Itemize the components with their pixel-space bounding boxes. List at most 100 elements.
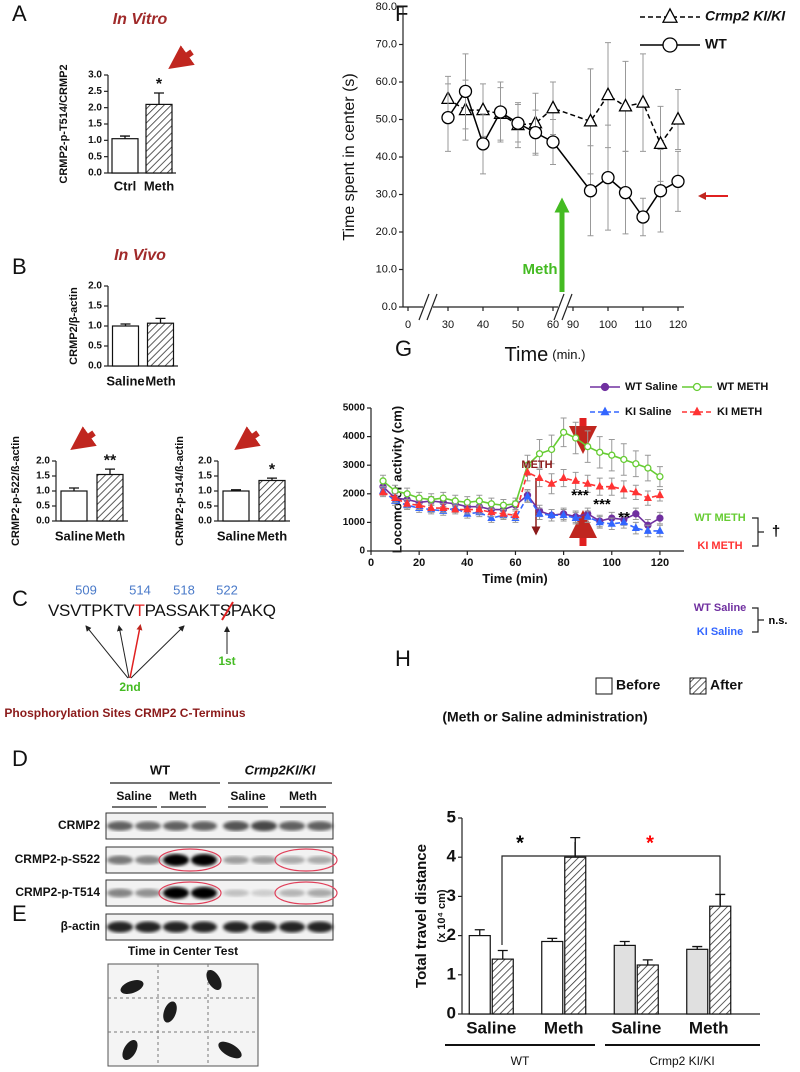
- bar: [96, 473, 124, 522]
- marker: [653, 184, 668, 198]
- y-tick-label: 2: [447, 925, 456, 944]
- y-tick-label: 2.0: [198, 456, 212, 467]
- bar: [709, 905, 732, 1015]
- blot-band: [251, 855, 277, 865]
- site-order: 1st: [218, 654, 235, 668]
- y-tick-label: 2.0: [88, 102, 102, 113]
- bracket: [752, 607, 764, 633]
- legend-label: After: [710, 677, 743, 693]
- x-tick-label: 60: [509, 557, 521, 569]
- blot-band: [191, 821, 217, 831]
- x-tick-label: 40: [461, 557, 473, 569]
- marker: [493, 105, 508, 119]
- marker: [439, 494, 447, 502]
- y-tick-label: 4: [447, 847, 457, 866]
- x-axis-label: Time (min): [482, 571, 548, 586]
- mice: [120, 970, 242, 1060]
- error-bar: [497, 949, 508, 960]
- bar: [686, 948, 709, 1015]
- marker: [618, 98, 633, 112]
- bar: [145, 103, 173, 174]
- error-bar: [155, 317, 166, 324]
- blot-band: [279, 921, 305, 933]
- blot-panel: D WT Crmp2KI/KI Saline Meth Saline Meth …: [12, 746, 338, 941]
- error-bar: [231, 489, 241, 491]
- blot-band: [163, 821, 189, 831]
- annotation: METH: [521, 459, 552, 471]
- y-tick-label: 0.5: [88, 151, 102, 162]
- group-label: WT: [150, 762, 170, 777]
- axis-break: [418, 293, 430, 321]
- marker: [523, 491, 532, 500]
- marker: [583, 113, 598, 127]
- bar: [468, 934, 491, 1015]
- annotation: n.s.: [769, 615, 788, 627]
- marker: [671, 174, 685, 189]
- red-arrow: [234, 426, 261, 450]
- legend-label: WT METH: [717, 381, 768, 393]
- marker: [643, 526, 652, 534]
- residues: PAKQ: [231, 601, 276, 620]
- marker: [511, 510, 520, 519]
- site-number: 514: [129, 582, 151, 597]
- marker: [584, 442, 592, 451]
- site-arrow: [129, 624, 143, 679]
- y-tick-label: 0.0: [198, 516, 212, 527]
- blot-band: [191, 921, 217, 933]
- marker: [439, 503, 448, 511]
- error-bar: [154, 92, 164, 105]
- bar: [222, 490, 250, 522]
- bar: [111, 138, 139, 174]
- marker: [635, 94, 651, 108]
- blot-band: [307, 889, 333, 897]
- y-tick-label: 1.0: [36, 486, 50, 497]
- error-bar: [267, 477, 277, 481]
- annotation: WT Saline: [694, 602, 747, 614]
- arena-grid: [108, 964, 258, 1066]
- y-tick-label: 4000: [343, 431, 366, 442]
- axis-break-gap: [423, 305, 433, 309]
- lane-label: Meth: [289, 789, 317, 803]
- marker: [427, 495, 435, 504]
- marker: [656, 472, 664, 481]
- chart-title: In Vivo: [114, 247, 166, 264]
- y-tick-label: 2000: [343, 488, 366, 499]
- marker: [427, 503, 436, 511]
- marker: [499, 508, 508, 517]
- panel-letter: F: [395, 1, 408, 26]
- marker: [559, 428, 568, 436]
- blot-band: [279, 821, 305, 831]
- marker: [487, 513, 496, 522]
- marker: [600, 382, 610, 392]
- blot-band: [135, 855, 161, 865]
- significance-bracket: [501, 842, 721, 945]
- marker: [595, 517, 604, 526]
- x-axis-unit: (min.): [552, 347, 585, 362]
- sequence-panel: C 509 514 518 522 VSVTPKTVTPASSAKTSPAKQ …: [4, 582, 276, 720]
- group-label: WT: [511, 1054, 530, 1068]
- blot-band: [251, 889, 277, 897]
- site-number: 509: [75, 582, 97, 597]
- bar: [613, 944, 636, 1015]
- site-number: 518: [173, 582, 195, 597]
- x-tick-label: 60: [547, 319, 559, 331]
- y-tick-label: 0: [447, 1003, 456, 1022]
- marker: [547, 510, 556, 519]
- blot-band: [191, 854, 217, 866]
- error-bar: [105, 468, 115, 475]
- error-bar: [69, 487, 79, 491]
- red-arrow: [70, 426, 97, 450]
- blot-band: [251, 820, 277, 832]
- annotation: **: [104, 452, 117, 469]
- marker: [619, 484, 628, 493]
- blot-band: [107, 821, 133, 831]
- y-tick-label: 3.0: [88, 70, 102, 81]
- y-tick-label: 5: [447, 807, 456, 826]
- y-tick-label: 0.0: [88, 168, 102, 179]
- red-arrow: [168, 45, 195, 69]
- y-tick-label: 0.0: [36, 516, 50, 527]
- marker: [572, 434, 580, 442]
- marker: [391, 487, 399, 495]
- marker: [600, 406, 610, 416]
- blot-band: [191, 887, 217, 899]
